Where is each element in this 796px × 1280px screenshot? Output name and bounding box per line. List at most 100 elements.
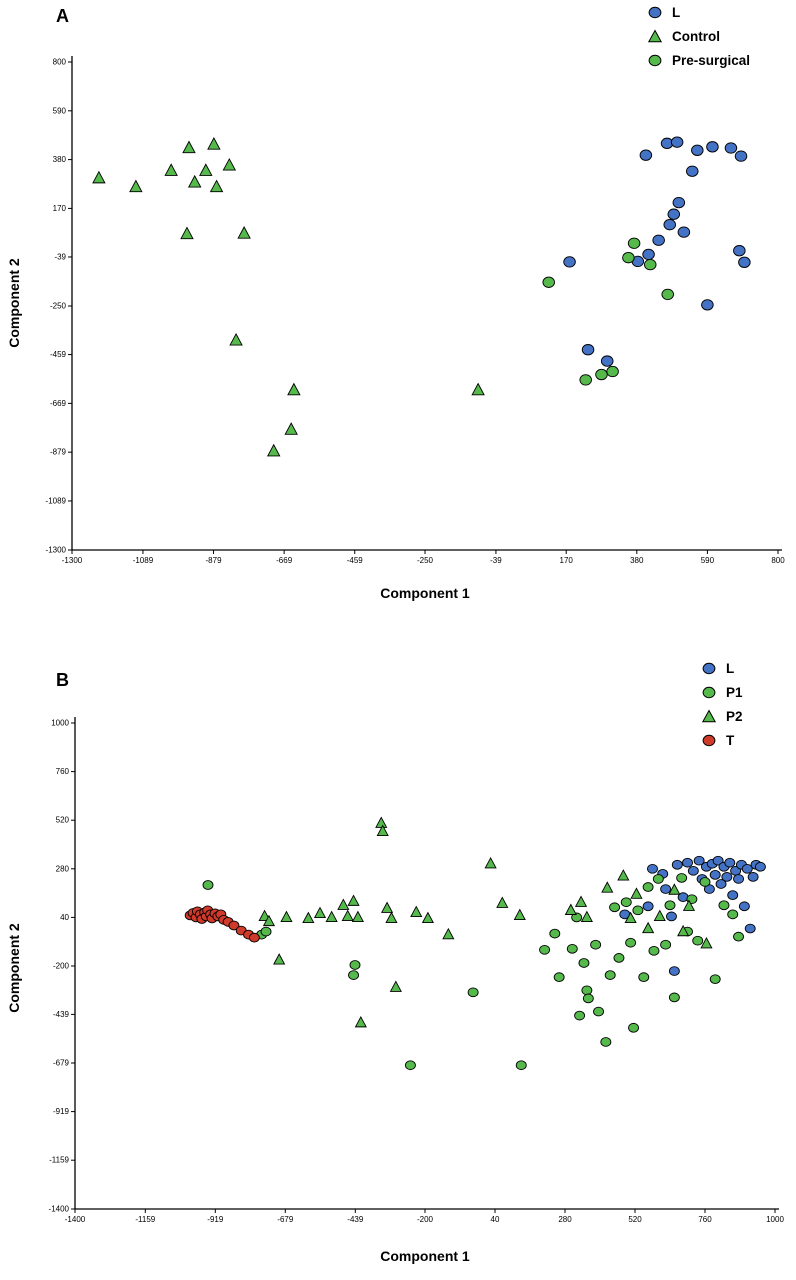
data-point [228,920,240,931]
data-point [632,905,644,916]
series-control [92,137,485,457]
panel-a-label: A [56,6,69,26]
x-tick-label: -459 [347,556,364,565]
y-tick-label: 520 [56,816,70,825]
data-point [630,887,643,899]
data-point [663,219,676,231]
data-point [580,910,593,923]
data-point [624,911,637,924]
data-point [606,365,619,378]
data-point [182,140,196,154]
panel-a-plot: 800 590 380 170 -39 -250 -459 -669 -879 -1089 -130… [46,56,785,565]
data-point [609,902,621,913]
data-point [709,974,721,985]
data-point [593,1006,604,1017]
data-point [222,157,237,171]
legend-item-control: Control [646,26,750,46]
circle-marker-icon [648,6,662,18]
data-point [442,927,455,940]
data-point [733,931,744,942]
data-point [590,939,602,950]
data-point [237,226,251,239]
series-p1 [202,873,744,1071]
data-point [421,911,435,924]
data-point [613,953,625,963]
data-point [682,899,696,911]
legend-item-l: L [700,658,743,678]
data-point [733,245,746,257]
data-point [207,137,221,150]
panel-b-x-axis-title: Component 1 [380,1248,470,1264]
data-point [262,914,276,927]
data-point [467,987,479,998]
x-tick-label: -1159 [135,1215,155,1224]
panel-a-y-axis-title: Component 2 [6,258,22,348]
data-point [302,911,315,924]
data-point [496,896,509,908]
data-point [718,900,730,911]
series-l [563,136,751,367]
data-point [677,924,690,937]
data-point [667,208,681,220]
data-point [280,910,293,923]
data-point [380,901,394,913]
x-tick-label: 1000 [766,1215,784,1224]
x-tick-label: 40 [491,1215,500,1224]
y-tick-label: 170 [53,204,67,213]
data-point [553,972,565,982]
x-tick-label: -879 [206,556,223,565]
data-point [744,923,756,934]
data-point [676,873,688,883]
y-tick-label: -1400 [49,1205,70,1214]
data-point [209,179,224,193]
data-point [686,165,699,177]
data-point [738,256,751,268]
x-tick-label: 280 [558,1215,572,1224]
x-tick-label: 800 [771,556,785,565]
data-point [484,856,497,869]
data-point [661,288,674,301]
data-point [347,894,360,906]
data-point [564,903,577,915]
data-point [571,912,583,923]
x-tick-label: 520 [628,1215,642,1224]
data-point [747,872,759,882]
data-point [721,872,733,882]
data-point [706,141,719,153]
series-t [184,905,260,943]
panel-a: A L Control Pre-surgical 800 590 380 170 -39 -2… [6,5,785,602]
y-tick-label: -679 [53,1058,70,1067]
y-tick-label: 1000 [51,719,69,728]
data-point [712,855,724,866]
data-point [741,863,753,874]
circle-marker-icon [702,662,716,674]
data-point [471,382,485,396]
data-point [724,857,736,868]
data-point [600,1037,612,1047]
data-point [582,993,594,1004]
data-point [687,865,699,876]
data-point [671,859,683,870]
y-tick-label: -1159 [49,1156,69,1165]
legend-item-p1: P1 [700,682,743,702]
data-point [313,906,327,918]
data-point [664,900,676,911]
data-point [754,861,766,872]
panel-b: B L P1 P2 T 1000 760 520 280 40 -200 -439 -679 -919… [0,648,796,1280]
legend-label: L [726,660,735,676]
series-l [619,855,766,976]
data-point [578,958,590,968]
data-point [652,874,664,884]
x-tick-label: -919 [207,1215,224,1224]
circle-marker-icon [648,54,662,66]
data-point [351,910,365,923]
data-point [670,136,684,148]
data-point [581,985,593,996]
data-point [515,1060,527,1071]
data-point [389,980,402,992]
legend-label: P1 [726,684,743,700]
data-point [733,874,744,884]
axes [71,56,782,551]
data-point [724,142,738,154]
data-point [581,344,595,356]
